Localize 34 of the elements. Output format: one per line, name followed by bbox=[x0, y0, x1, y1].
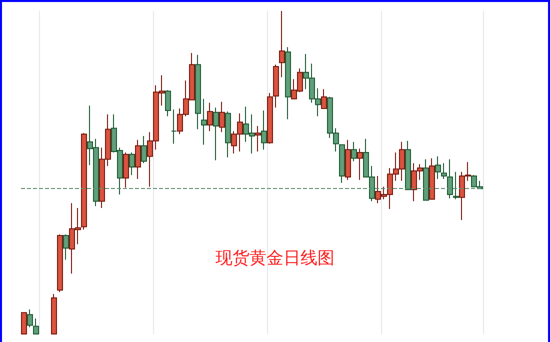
candlestick bbox=[141, 136, 147, 164]
candlestick bbox=[285, 46, 291, 120]
candlestick bbox=[441, 162, 447, 180]
candlestick bbox=[447, 158, 453, 199]
candlestick bbox=[321, 88, 327, 110]
candlestick bbox=[51, 293, 57, 334]
text: 现货黄金日线图 bbox=[216, 248, 334, 268]
candlestick bbox=[165, 90, 171, 117]
candlestick bbox=[423, 158, 429, 201]
candlestick bbox=[63, 234, 69, 260]
candlestick bbox=[435, 156, 441, 180]
candlestick bbox=[429, 158, 435, 200]
candlestick bbox=[279, 10, 285, 78]
candlestick bbox=[21, 312, 27, 334]
candlestick bbox=[195, 54, 201, 130]
candlestick bbox=[171, 109, 177, 144]
candlestick bbox=[219, 101, 225, 133]
candlestick bbox=[351, 141, 357, 162]
candlestick bbox=[201, 98, 207, 146]
candlestick bbox=[213, 107, 219, 161]
candlestick bbox=[129, 152, 135, 176]
candlestick bbox=[453, 171, 459, 200]
candlestick bbox=[357, 148, 363, 180]
candlestick bbox=[255, 125, 261, 152]
candlestick bbox=[405, 140, 411, 190]
candlestick bbox=[261, 110, 267, 150]
candlestick bbox=[273, 64, 279, 108]
candlestick bbox=[267, 92, 273, 144]
candlestick bbox=[123, 152, 129, 188]
candlestick bbox=[207, 102, 213, 132]
candlestick bbox=[57, 234, 63, 293]
candlestick bbox=[135, 139, 141, 180]
candlestick bbox=[225, 110, 231, 158]
candlestick bbox=[345, 139, 351, 180]
